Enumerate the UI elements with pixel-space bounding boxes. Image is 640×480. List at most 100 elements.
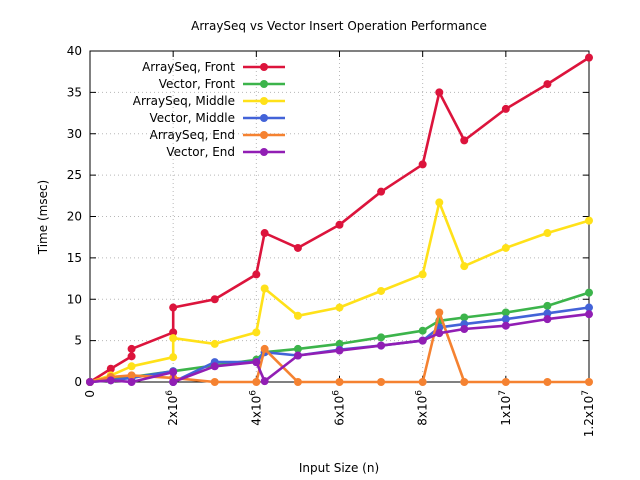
legend-label: ArraySeq, End — [150, 128, 235, 142]
data-point — [585, 53, 593, 62]
y-tick-label: 35 — [67, 85, 82, 99]
data-point — [460, 378, 469, 386]
y-tick-label: 25 — [67, 168, 82, 182]
data-point — [377, 333, 386, 342]
x-tick-label: 2x106 — [165, 390, 180, 426]
x-tick-label: 8x106 — [415, 390, 430, 426]
data-point — [169, 334, 178, 343]
data-point — [543, 309, 552, 318]
data-point — [86, 378, 94, 386]
data-point — [418, 270, 427, 279]
data-point — [543, 378, 552, 386]
legend-marker — [260, 148, 268, 156]
axes: 0 5 10 15 20 25 30 35 40 0 2x106 4x106 6x106 8x106 1x1… — [67, 44, 596, 437]
x-tick-label: 4x106 — [248, 390, 263, 426]
data-point — [460, 262, 469, 271]
data-point — [501, 315, 510, 324]
data-point — [377, 341, 386, 350]
data-point — [169, 368, 178, 377]
data-point — [585, 310, 593, 319]
data-point — [335, 220, 344, 229]
data-point — [210, 295, 219, 304]
x-tick-label: 1.2x107 — [581, 390, 596, 437]
x-axis-label: Input Size (n) — [299, 461, 379, 475]
data-point — [127, 352, 136, 361]
data-point — [460, 313, 469, 322]
data-point — [335, 378, 344, 386]
data-point — [460, 136, 469, 145]
y-tick-label: 0 — [74, 375, 82, 389]
data-point — [293, 351, 302, 360]
data-point — [418, 378, 427, 386]
data-point — [127, 378, 136, 386]
data-point — [106, 364, 115, 373]
legend-marker — [260, 97, 268, 105]
data-point — [543, 80, 552, 89]
data-point — [127, 344, 136, 353]
data-point — [377, 286, 386, 295]
y-tick-label: 30 — [67, 127, 82, 141]
data-point — [293, 311, 302, 320]
data-point — [435, 198, 444, 207]
legend-label: Vector, End — [166, 145, 235, 159]
data-point — [335, 339, 344, 348]
data-point — [501, 308, 510, 317]
data-point — [169, 353, 178, 362]
series-layer — [86, 53, 593, 386]
chart-title: ArraySeq vs Vector Insert Operation Perf… — [191, 19, 487, 33]
data-point — [127, 362, 136, 371]
data-point — [418, 160, 427, 169]
legend-label: ArraySeq, Middle — [133, 94, 235, 108]
data-point — [293, 243, 302, 252]
data-point — [252, 328, 261, 337]
data-point — [435, 329, 444, 338]
y-axis-label: Time (msec) — [36, 180, 50, 255]
legend-label: ArraySeq, Front — [142, 60, 235, 74]
data-point — [543, 229, 552, 238]
data-point — [335, 303, 344, 312]
x-tick-label: 1x107 — [498, 390, 513, 426]
data-point — [377, 378, 386, 386]
data-point — [460, 325, 469, 334]
data-point — [293, 378, 302, 386]
data-point — [169, 303, 178, 312]
data-point — [252, 378, 261, 386]
series-5 — [86, 310, 593, 386]
data-point — [210, 362, 219, 371]
data-point — [418, 336, 427, 345]
data-point — [169, 328, 178, 337]
legend: ArraySeq, Front Vector, Front ArraySeq, Mi… — [133, 60, 285, 159]
legend-label: Vector, Front — [159, 77, 236, 91]
y-tick-label: 40 — [67, 44, 82, 58]
data-point — [260, 344, 269, 353]
data-point — [501, 243, 510, 252]
data-point — [543, 315, 552, 324]
x-tick-label: 0 — [83, 390, 97, 398]
data-point — [252, 358, 261, 367]
data-point — [585, 378, 593, 386]
data-point — [169, 378, 178, 386]
data-point — [543, 301, 552, 310]
data-point — [335, 346, 344, 355]
data-point — [585, 288, 593, 297]
data-point — [260, 229, 269, 238]
data-point — [260, 284, 269, 293]
data-point — [210, 339, 219, 348]
y-tick-label: 5 — [74, 334, 82, 348]
legend-marker — [260, 114, 268, 122]
data-point — [210, 378, 219, 386]
legend-marker — [260, 131, 268, 139]
data-point — [501, 321, 510, 330]
data-point — [501, 378, 510, 386]
x-tick-label: 6x106 — [332, 390, 347, 426]
data-point — [435, 308, 444, 317]
data-point — [585, 216, 593, 225]
data-point — [585, 303, 593, 312]
legend-marker — [260, 63, 268, 71]
data-point — [252, 270, 261, 279]
y-tick-label: 15 — [67, 251, 82, 265]
data-point — [293, 344, 302, 353]
data-point — [377, 187, 386, 196]
y-tick-label: 10 — [67, 292, 82, 306]
